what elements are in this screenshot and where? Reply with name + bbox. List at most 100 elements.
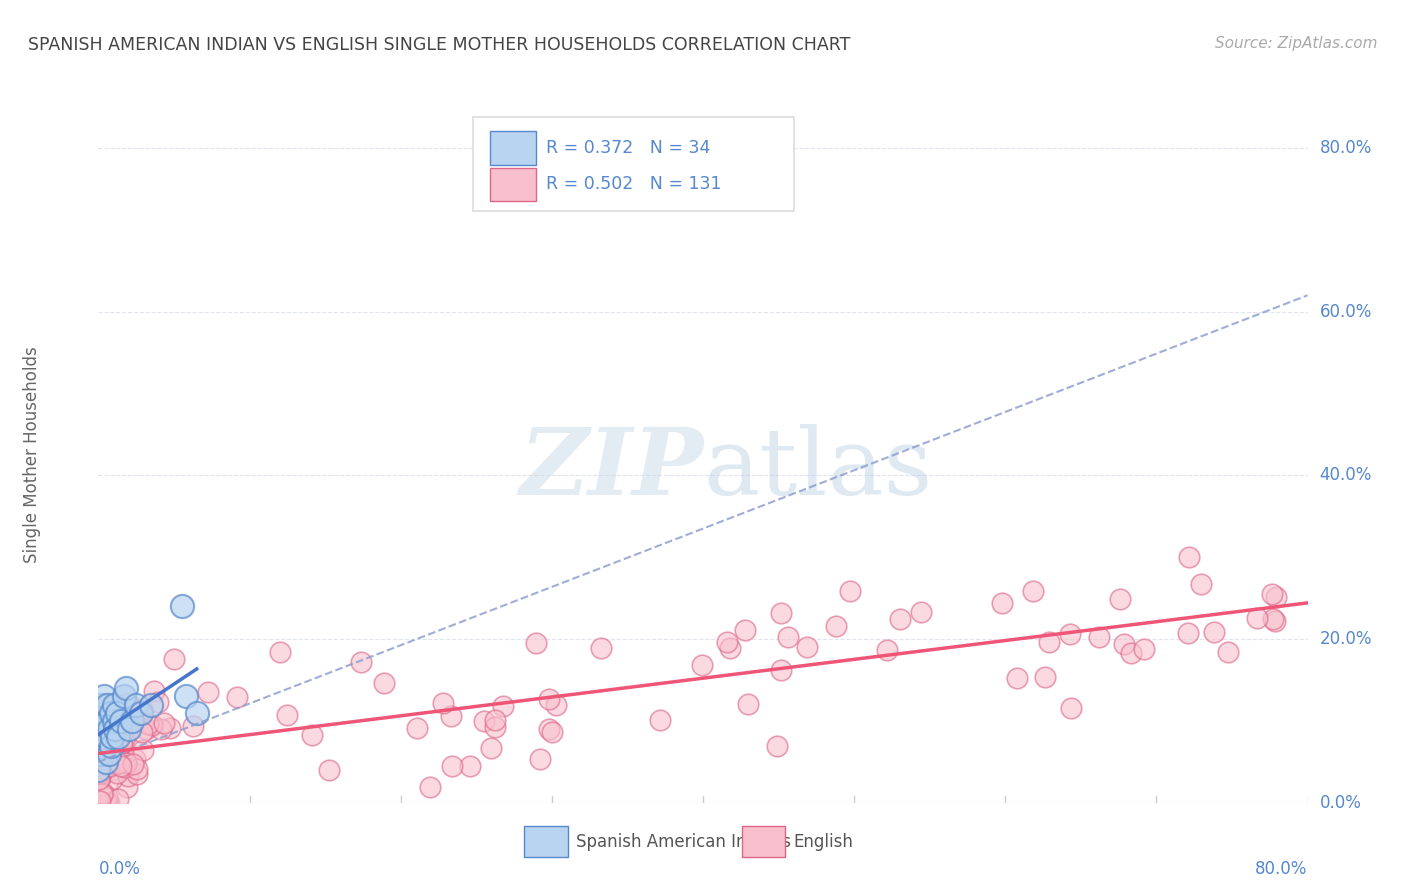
Point <box>1038 635 1060 649</box>
Point <box>98 747 121 761</box>
Point <box>1007 671 1029 685</box>
Text: R = 0.372   N = 34: R = 0.372 N = 34 <box>546 139 710 157</box>
Point <box>1202 624 1225 639</box>
Point <box>89 757 111 772</box>
Point <box>103 718 125 732</box>
Point <box>170 599 193 614</box>
Point <box>131 725 153 739</box>
Point <box>458 759 481 773</box>
Text: 80.0%: 80.0% <box>1320 139 1372 157</box>
Point <box>125 763 148 777</box>
Point <box>1264 614 1286 628</box>
Point <box>93 690 115 704</box>
Point <box>1033 670 1056 684</box>
Point <box>107 791 129 805</box>
Point <box>107 731 129 745</box>
Point <box>111 737 134 751</box>
Point <box>117 769 139 783</box>
Point <box>91 739 114 753</box>
Point <box>89 771 111 785</box>
Point <box>350 656 373 670</box>
Point <box>101 753 124 767</box>
Point <box>108 756 131 770</box>
Point <box>419 780 441 794</box>
Point <box>149 722 172 736</box>
Point <box>93 762 115 776</box>
Point <box>538 722 561 736</box>
Point <box>110 736 132 750</box>
Point <box>91 786 114 800</box>
Point <box>124 752 146 766</box>
Point <box>94 749 117 764</box>
Point <box>440 709 463 723</box>
Point <box>100 739 122 753</box>
Text: 20.0%: 20.0% <box>1320 630 1372 648</box>
Point <box>720 641 742 656</box>
Point <box>96 698 118 712</box>
Point <box>146 695 169 709</box>
Point <box>479 740 502 755</box>
Point <box>100 748 122 763</box>
Point <box>121 714 143 728</box>
Point <box>269 645 291 659</box>
Point <box>1133 642 1156 657</box>
Point <box>648 713 671 727</box>
Point <box>405 722 427 736</box>
Point <box>122 757 145 772</box>
Point <box>1119 646 1142 660</box>
Point <box>226 690 249 705</box>
Point <box>101 731 124 745</box>
Point <box>91 746 114 760</box>
Point <box>89 772 111 786</box>
Point <box>128 706 150 721</box>
Point <box>90 766 112 780</box>
Point <box>143 684 166 698</box>
Text: 80.0%: 80.0% <box>1256 860 1308 878</box>
Point <box>103 714 125 728</box>
Point <box>90 714 112 728</box>
Point <box>93 747 115 761</box>
Point <box>129 706 152 720</box>
Point <box>105 736 128 750</box>
Text: R = 0.502   N = 131: R = 0.502 N = 131 <box>546 175 721 194</box>
FancyBboxPatch shape <box>474 118 793 211</box>
Point <box>114 681 136 696</box>
Point <box>737 697 759 711</box>
Point <box>87 763 110 777</box>
Point <box>889 612 911 626</box>
Point <box>529 752 551 766</box>
Point <box>90 698 112 712</box>
Text: SPANISH AMERICAN INDIAN VS ENGLISH SINGLE MOTHER HOUSEHOLDS CORRELATION CHART: SPANISH AMERICAN INDIAN VS ENGLISH SINGL… <box>28 36 851 54</box>
Text: 40.0%: 40.0% <box>1320 467 1372 484</box>
Point <box>524 636 547 650</box>
Point <box>96 704 118 718</box>
Point <box>94 734 117 748</box>
Point <box>766 739 789 753</box>
Point <box>96 790 118 805</box>
Point <box>111 739 134 754</box>
Point <box>117 696 139 710</box>
Point <box>153 716 176 731</box>
Point <box>1261 587 1284 601</box>
Point <box>98 722 121 736</box>
Point <box>690 658 713 673</box>
Point <box>91 722 114 736</box>
FancyBboxPatch shape <box>524 827 568 857</box>
Point <box>89 794 111 808</box>
Point <box>432 696 454 710</box>
Point <box>114 730 136 744</box>
Text: Spanish American Indians: Spanish American Indians <box>576 833 792 851</box>
Point <box>98 759 121 773</box>
Text: ZIP: ZIP <box>519 424 703 514</box>
Point <box>181 719 204 733</box>
Point <box>163 651 186 665</box>
Point <box>716 635 738 649</box>
Point <box>159 721 181 735</box>
Point <box>105 706 128 720</box>
Point <box>96 714 118 728</box>
Point <box>540 725 562 739</box>
Point <box>484 720 506 734</box>
Point <box>186 706 208 720</box>
Point <box>1059 627 1081 641</box>
Point <box>89 734 111 748</box>
